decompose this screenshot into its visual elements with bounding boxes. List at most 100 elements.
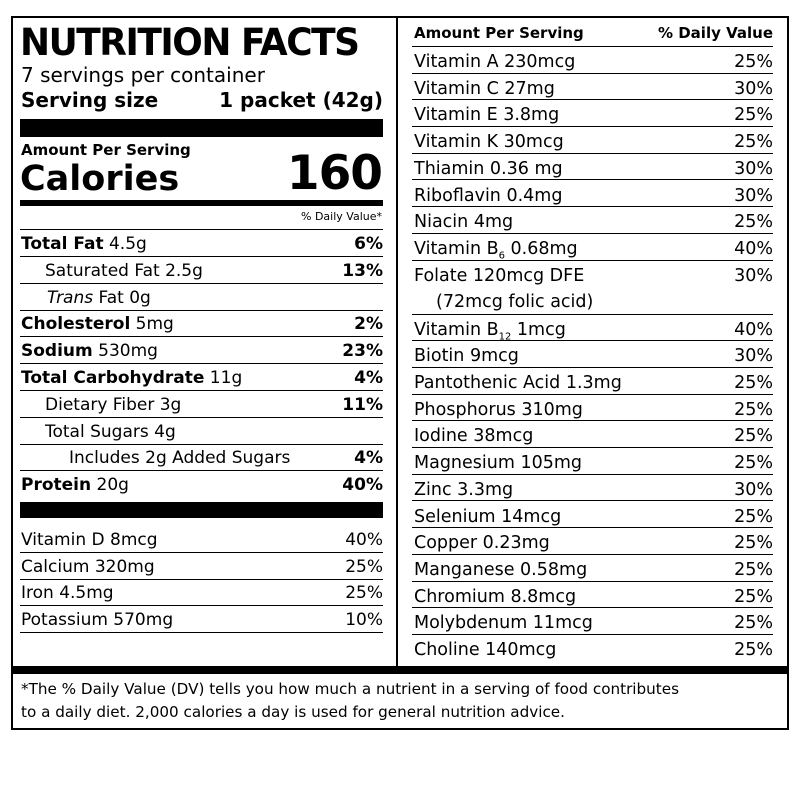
calories-label: Calories — [20, 159, 180, 199]
nutrient-row: Saturated Fat 2.5g 13% — [20, 257, 383, 284]
nutrient-name: Total Fat 4.5g — [21, 234, 147, 254]
vitamin-daily-value: 30% — [734, 158, 773, 179]
vitamin-row: Niacin 4mg 25% — [412, 207, 773, 234]
vitamin-name: Phosphorus 310mg — [414, 400, 583, 420]
vitamin-daily-value: 25% — [734, 506, 773, 527]
vitamin-label: Vitamin B — [414, 319, 499, 340]
nutrient-amount: Total Sugars 4g — [45, 421, 176, 442]
vitamin-name: Magnesium 105mg — [414, 453, 582, 473]
vitamin-name: Vitamin B6 0.68mg — [414, 239, 578, 262]
vitamin-row: Molybdenum 11mcg 25% — [412, 608, 773, 635]
nutrient-daily-value: 4% — [354, 368, 383, 388]
vitamin-daily-value: 30% — [734, 479, 773, 500]
vitamin-row: Iron 4.5mg 25% — [20, 579, 383, 606]
nutrient-amount: Saturated Fat 2.5g — [45, 260, 203, 281]
vitamin-row: Pantothenic Acid 1.3mg 25% — [412, 368, 773, 395]
nutrient-amount: Dietary Fiber 3g — [45, 394, 182, 415]
vitamin-label: Chromium 8.8mcg — [414, 586, 577, 607]
nutrient-name: Dietary Fiber 3g — [45, 395, 181, 415]
nutrient-amount: Includes 2g Added Sugars — [69, 448, 291, 469]
vitamin-row: Thiamin 0.36 mg 30% — [412, 154, 773, 181]
nutrient-name-bold: Total Fat — [21, 234, 104, 254]
vitamin-daily-value: 40% — [345, 530, 383, 550]
vitamin-label: Vitamin B — [414, 238, 499, 259]
serving-size-label: Serving size — [21, 88, 159, 112]
vitamin-name: Vitamin B12 1mcg — [414, 320, 566, 343]
nutrient-name-bold: Total Carbohydrate — [21, 368, 205, 388]
vitamin-daily-value: 40% — [734, 319, 773, 340]
vitamin-daily-value: 30% — [734, 265, 773, 286]
vitamin-label: Manganese 0.58mg — [414, 559, 588, 580]
divider-line — [20, 229, 383, 230]
vitamin-name: Thiamin 0.36 mg — [414, 159, 563, 179]
vitamin-label: Riboflavin 0.4mg — [414, 185, 563, 206]
nutrient-name: Trans Fat 0g — [47, 288, 151, 308]
vitamin-row: Folate 120mcg DFE (72mcg folic acid) 30% — [412, 261, 773, 315]
vitamin-name: Riboflavin 0.4mg — [414, 186, 562, 206]
vitamin-name: Vitamin K 30mcg — [414, 132, 564, 152]
vitamin-name: Molybdenum 11mcg — [414, 613, 593, 633]
vitamin-row: Vitamin C 27mg 30% — [412, 74, 773, 101]
vitamin-daily-value: 25% — [345, 556, 383, 577]
vitamin-row: Chromium 8.8mcg 25% — [412, 582, 773, 609]
nutrient-amount: 20g — [91, 475, 129, 496]
vitamin-label: Pantothenic Acid 1.3mg — [414, 373, 622, 393]
vitamin-name: Selenium 14mcg — [414, 507, 561, 527]
amount-per-serving-label: Amount Per Serving — [21, 141, 191, 159]
nutrient-row: Sodium 530mg 23% — [20, 337, 383, 365]
vitamin-daily-value: 25% — [734, 613, 773, 634]
divider-line — [412, 46, 773, 47]
vitamin-name: Iodine 38mcg — [414, 426, 533, 446]
vitamin-name: Iron 4.5mg — [21, 583, 114, 603]
vitamin-name: Copper 0.23mg — [414, 533, 550, 553]
vitamin-label: Thiamin 0.36 mg — [414, 158, 563, 179]
vitamin-row: Choline 140mcg 25% — [412, 635, 773, 662]
vitamin-row: Vitamin K 30mcg 25% — [412, 127, 773, 154]
nutrient-row: Protein 20g 40% — [20, 471, 383, 498]
nutrient-name: Cholesterol 5mg — [21, 314, 174, 334]
vitamin-daily-value: 25% — [734, 453, 773, 474]
nutrient-row: Cholesterol 5mg 2% — [20, 310, 383, 338]
vitamin-label: Iodine 38mcg — [414, 426, 534, 447]
nutrient-name-italic: Trans — [47, 287, 94, 308]
nutrient-row: Trans Fat 0g — [20, 284, 383, 311]
vitamin-name: Vitamin A 230mcg — [414, 52, 575, 72]
vitamin-label: Folate 120mcg DFE — [414, 265, 585, 286]
vitamin-name: Zinc 3.3mg — [414, 480, 513, 500]
vitamin-daily-value: 25% — [734, 640, 773, 660]
vitamin-name: Potassium 570mg — [21, 609, 174, 630]
nutrient-name-bold: Protein — [21, 475, 92, 496]
vitamin-daily-value: 25% — [734, 426, 773, 447]
vitamin-daily-value: 25% — [734, 373, 773, 393]
nutrient-amount: Fat 0g — [93, 287, 151, 308]
vitamin-label: Vitamin K 30mcg — [414, 132, 564, 153]
nutrient-name: Total Carbohydrate 11g — [21, 368, 242, 388]
vitamin-label: Vitamin A 230mcg — [414, 52, 576, 72]
right-amount-header: Amount Per Serving — [414, 24, 584, 42]
vitamin-row: Copper 0.23mg 25% — [412, 528, 773, 555]
thick-divider — [11, 666, 789, 674]
vitamin-label: Choline 140mcg — [414, 640, 557, 660]
vitamin-row: Magnesium 105mg 25% — [412, 448, 773, 475]
medium-divider — [20, 200, 383, 206]
vitamin-amount: 0.68mg — [504, 238, 578, 259]
nutrient-row: Includes 2g Added Sugars 4% — [20, 444, 383, 472]
vitamin-row: Vitamin D 8mcg 40% — [20, 526, 383, 553]
footnote-line-2: to a daily diet. 2,000 calories a day is… — [21, 703, 565, 721]
vitamin-label: Molybdenum 11mcg — [414, 613, 593, 634]
servings-per-container: 7 servings per container — [21, 63, 265, 87]
nutrient-name: Includes 2g Added Sugars — [69, 448, 290, 468]
vitamin-amount: 1mcg — [511, 319, 566, 340]
vitamin-row: Vitamin B6 0.68mg 40% — [412, 234, 773, 261]
nutrient-name: Total Sugars 4g — [45, 422, 176, 442]
nutrient-row: Total Sugars 4g — [20, 418, 383, 445]
vitamin-name: Folate 120mcg DFE — [414, 266, 584, 286]
vitamin-name: Vitamin D 8mcg — [21, 530, 158, 550]
vitamin-row: Riboflavin 0.4mg 30% — [412, 181, 773, 208]
vitamin-daily-value: 10% — [345, 609, 383, 630]
nutrient-daily-value: 40% — [342, 475, 383, 496]
nutrient-daily-value: 2% — [354, 314, 383, 335]
thick-divider — [20, 502, 383, 518]
vitamin-subscript: 12 — [498, 331, 512, 343]
vitamin-row: Calcium 320mg 25% — [20, 553, 383, 580]
